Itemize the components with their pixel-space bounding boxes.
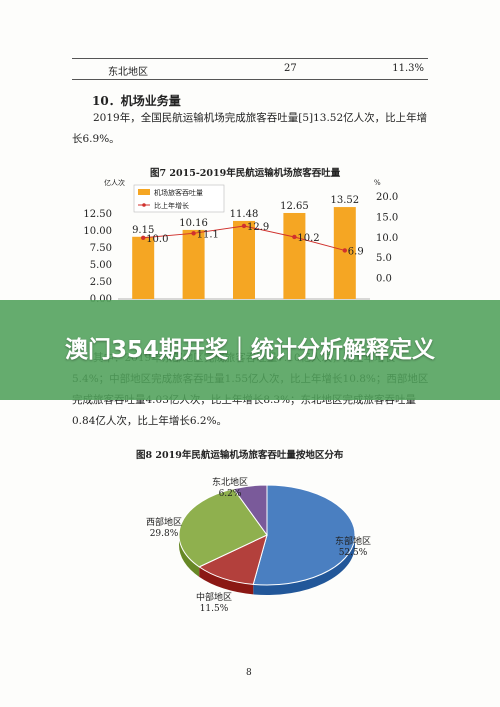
pie-label-pct: 6.2% xyxy=(218,489,242,499)
y-right-tick: 5.0 xyxy=(376,253,392,264)
legend-entry-line: 比上年增长 xyxy=(154,201,189,210)
legend-entry-bar: 机场旅客吞吐量 xyxy=(154,188,203,197)
pie-slice xyxy=(232,484,268,537)
line-label: 10.2 xyxy=(297,233,319,244)
pie-label-pct: 11.5% xyxy=(199,604,229,614)
pie-label-pct: 29.8% xyxy=(149,529,179,539)
bar xyxy=(132,236,155,299)
y-right-tick: 10.0 xyxy=(376,233,398,244)
y-right-tick: 20.0 xyxy=(376,192,398,203)
pie-slice xyxy=(252,484,356,586)
pie-label-name: 东北地区 xyxy=(212,478,249,488)
bar xyxy=(333,207,356,299)
bar xyxy=(283,212,306,299)
line-point xyxy=(241,223,247,229)
line-point xyxy=(141,235,146,240)
y-left-unit: 亿人次 xyxy=(104,178,125,187)
pie-chart xyxy=(178,484,356,595)
pie-slice-side xyxy=(179,535,200,577)
bar-label: 13.52 xyxy=(330,195,359,206)
y-left-tick: 7.50 xyxy=(90,243,112,254)
legend-swatch-bar xyxy=(138,189,150,195)
bar-label: 10.16 xyxy=(179,218,208,229)
figure7-title: 图7 2015-2019年民航运输机场旅客吞吐量 xyxy=(150,168,341,179)
line-point xyxy=(292,234,297,240)
page-number: 8 xyxy=(246,668,252,678)
table-cell-region: 东北地区 xyxy=(108,67,148,78)
y-left-tick: 2.50 xyxy=(90,277,112,288)
paragraph-passenger-total: 2019年，全国民航运输机场完成旅客吞吐量[5]13.52亿人次，比上年增长6.… xyxy=(72,112,428,145)
overlay-banner: 澳门354期开奖｜统计分析解释定义 xyxy=(0,300,500,400)
pie-label-pct: 52.5% xyxy=(338,548,368,558)
legend-box xyxy=(133,184,225,213)
pie-label-name: 中部地区 xyxy=(196,593,233,603)
table-row: 东北地区 27 11.3% xyxy=(72,58,428,80)
pie-label-west: 西部地区 29.8% xyxy=(146,518,182,540)
line-point xyxy=(342,248,347,253)
y-left-tick: 5.00 xyxy=(90,260,112,271)
pie-label-northeast: 东北地区 6.2% xyxy=(212,478,248,500)
pie-label-east: 东部地区 52.5% xyxy=(335,537,371,559)
line-label: 6.9 xyxy=(348,246,364,257)
bar-label: 9.15 xyxy=(132,225,154,236)
y-left-tick: 0.00 xyxy=(90,294,112,305)
section-title: 10．机场业务量 xyxy=(92,94,181,108)
pie-label-name: 东部地区 xyxy=(335,537,372,547)
table-cell-value: 27 xyxy=(284,63,297,74)
bar-line-chart: 亿人次% 0.00 2.50 5.00 7.50 10.00 12.50 0.0 5.0 10.0… xyxy=(83,178,398,305)
pie-label-central: 中部地区 11.5% xyxy=(196,593,232,615)
bar-label: 11.48 xyxy=(230,209,259,220)
legend-swatch-point xyxy=(142,203,146,207)
y-left-tick: 10.00 xyxy=(83,226,112,237)
line-label: 10.0 xyxy=(146,234,168,245)
bar-label: 12.65 xyxy=(280,201,309,212)
pie-slice xyxy=(198,534,268,585)
bar xyxy=(233,220,255,299)
figure8-title: 图8 2019年民航运输机场旅客吞吐量按地区分布 xyxy=(136,450,344,461)
line-label: 12.9 xyxy=(247,222,269,233)
table-cell-pct: 11.3% xyxy=(392,63,424,74)
y-left-tick: 12.50 xyxy=(83,209,112,220)
y-right-tick: 0.0 xyxy=(376,274,392,285)
banner-title: 澳门354期开奖｜统计分析解释定义 xyxy=(64,337,435,363)
pie-slice-side xyxy=(253,535,355,595)
bar xyxy=(182,229,205,299)
pie-slice-side xyxy=(199,566,254,595)
pie-label-name: 西部地区 xyxy=(146,518,183,528)
y-right-tick: 15.0 xyxy=(376,212,398,223)
line-point xyxy=(191,231,196,236)
line-label: 11.1 xyxy=(197,229,219,240)
pie-slice xyxy=(178,488,268,568)
y-right-unit: % xyxy=(374,179,381,187)
